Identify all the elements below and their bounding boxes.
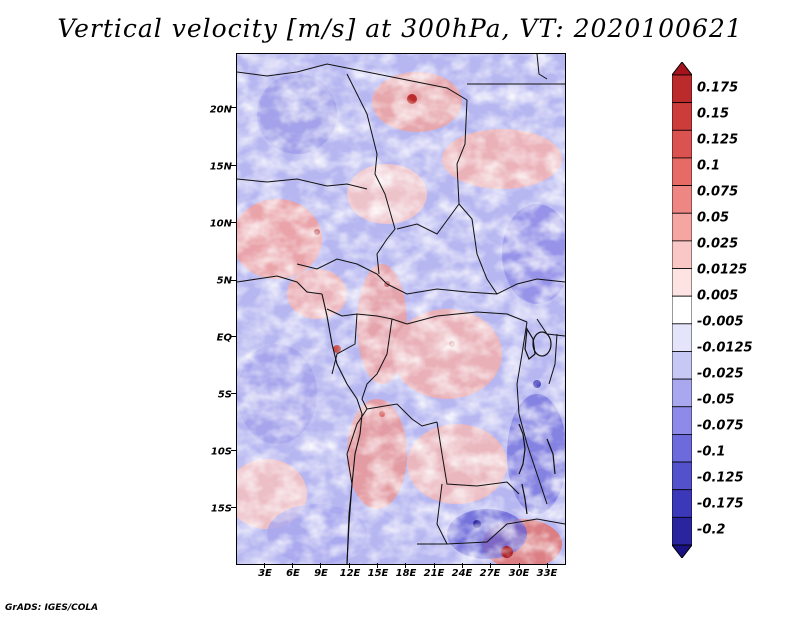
lat-tick (231, 393, 236, 394)
lon-tick (320, 563, 321, 568)
lon-tick (292, 563, 293, 568)
colorbar-label: 0.15 (697, 106, 730, 122)
colorbar-label: -0.2 (697, 522, 726, 538)
lon-label: 6E (286, 568, 300, 579)
colorbar-label: -0.125 (697, 470, 744, 486)
lat-label: 10S (210, 446, 232, 458)
lon-label: 3E (258, 568, 272, 579)
colorbar-label: -0.005 (697, 314, 744, 330)
colorbar-label: 0.0125 (697, 262, 748, 278)
colorbar-bin (672, 74, 692, 104)
colorbar-label: -0.175 (697, 496, 744, 512)
lon-tick (377, 563, 378, 568)
colorbar-cap-top (672, 62, 692, 76)
colorbar-bin (672, 489, 692, 518)
colorbar-bin (672, 268, 692, 297)
lat-tick (231, 107, 236, 108)
lat-label: 10N (209, 218, 232, 230)
lon-label: 27E (479, 568, 501, 579)
lat-label: 20N (209, 104, 232, 116)
colorbar-label: -0.075 (697, 418, 744, 434)
colorbar-label: 0.1 (697, 158, 721, 174)
lon-label: 30E (508, 568, 530, 579)
colorbar-bin (672, 516, 692, 546)
colorbar-bin (672, 295, 692, 325)
lakes (518, 327, 556, 515)
lon-label: 12E (339, 568, 361, 579)
colorbar-bin (672, 351, 692, 380)
lat-label: 15S (210, 503, 232, 515)
colorbar-bin (672, 461, 692, 491)
colorbar-cap-bottom (672, 544, 692, 558)
colorbar-bin (672, 185, 692, 214)
lon-label: 18E (395, 568, 417, 579)
plot-title: Vertical velocity [m/s] at 300hPa, VT: 2… (57, 14, 743, 43)
lat-tick (231, 280, 236, 281)
colorbar-bin (672, 406, 692, 435)
colorbar-bin (672, 129, 692, 159)
colorbar-label: 0.125 (697, 132, 739, 148)
map-panel[interactable] (236, 53, 566, 565)
lon-tick (519, 563, 520, 568)
colorbar-bin (672, 434, 692, 463)
colorbar-bin (672, 212, 692, 242)
lon-label: 15E (367, 568, 389, 579)
field-texture (237, 54, 565, 564)
lon-label: 9E (314, 568, 328, 579)
colorbar-label: 0.05 (697, 210, 730, 226)
lat-tick (231, 165, 236, 166)
lon-label: 21E (423, 568, 445, 579)
lat-tick (231, 336, 236, 337)
lat-tick (231, 507, 236, 508)
lon-tick (264, 563, 265, 568)
colorbar-bin (672, 240, 692, 269)
colorbar-label: -0.025 (697, 366, 744, 382)
lon-label: 24E (451, 568, 473, 579)
lat-label: 5S (217, 389, 232, 401)
colorbar-label: -0.1 (697, 444, 726, 460)
colorbar-bin (672, 157, 692, 186)
colorbar-bin (672, 323, 692, 352)
grads-credit: GrADS: IGES/COLA (5, 603, 99, 613)
lon-tick (349, 563, 350, 568)
lon-tick (434, 563, 435, 568)
lat-label: EQ (216, 332, 232, 344)
colorbar-bin (672, 378, 692, 408)
lat-label: 5N (216, 275, 232, 287)
lat-tick (231, 222, 236, 223)
lon-tick (490, 563, 491, 568)
colorbar-label: -0.0125 (697, 340, 753, 356)
colorbar-label: 0.025 (697, 236, 739, 252)
colorbar-label: -0.05 (697, 392, 735, 408)
colorbar (672, 62, 692, 558)
country-borders (237, 54, 565, 564)
lat-label: 15N (209, 161, 232, 173)
colorbar-label: 0.175 (697, 80, 739, 96)
colorbar-label: 0.075 (697, 184, 739, 200)
colorbar-bin (672, 102, 692, 131)
lon-label: 33E (536, 568, 558, 579)
lon-tick (462, 563, 463, 568)
colorbar-label: 0.005 (697, 288, 739, 304)
lon-tick (547, 563, 548, 568)
lon-tick (405, 563, 406, 568)
lat-tick (231, 450, 236, 451)
coastline (237, 275, 363, 564)
velocity-field-map (237, 54, 565, 564)
